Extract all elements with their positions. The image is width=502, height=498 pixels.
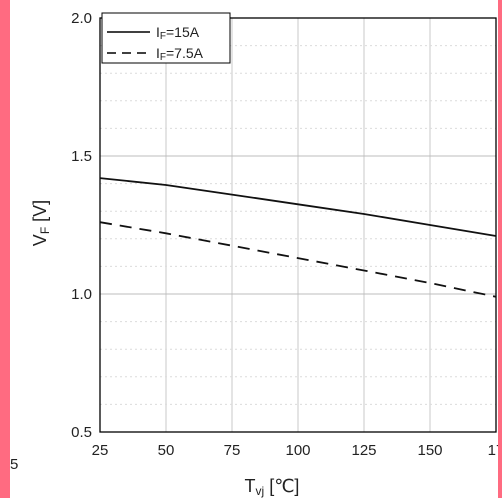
x-tick-label: 17	[488, 442, 498, 459]
y-tick-label: 2.0	[71, 10, 92, 27]
grid-lines	[100, 18, 496, 432]
legend-box	[101, 12, 231, 64]
y-tick-labels: 0.5 1.0 1.5 2.0	[71, 10, 92, 441]
y-tick-label: 0.5	[71, 424, 92, 441]
legend-entry-2: IF=7.5A	[156, 45, 204, 63]
legend-entry-1: IF=15A	[156, 24, 200, 42]
series-line-2	[99, 221, 497, 298]
x-axis-title: Tvj [℃]	[245, 476, 300, 498]
series-layer	[99, 177, 497, 298]
y-tick-label: 1.5	[71, 148, 92, 165]
series-line-1	[99, 177, 497, 237]
chart-page: 25 50 75 100 125 150 17 0.5 1.0 1.5 2.0 5 Tvj [℃]…	[10, 0, 498, 498]
x-tick-label: 50	[158, 442, 175, 459]
forward-voltage-chart: 25 50 75 100 125 150 17 0.5 1.0 1.5 2.0 5 Tvj [℃]…	[10, 10, 498, 498]
y-tick-label: 1.0	[71, 286, 92, 303]
x-tick-label: 100	[285, 442, 310, 459]
x-tick-label: 125	[351, 442, 376, 459]
x-tick-label: 75	[224, 442, 241, 459]
x-tick-label: 150	[417, 442, 442, 459]
x-tick-label: 25	[92, 442, 109, 459]
y-axis-title: VF [V]	[30, 200, 52, 246]
legend: IF=15A IF=7.5A	[101, 12, 231, 64]
x-tick-labels: 25 50 75 100 125 150 17	[92, 442, 498, 459]
plot-frame	[99, 17, 497, 433]
stray-text: 5	[10, 456, 18, 473]
